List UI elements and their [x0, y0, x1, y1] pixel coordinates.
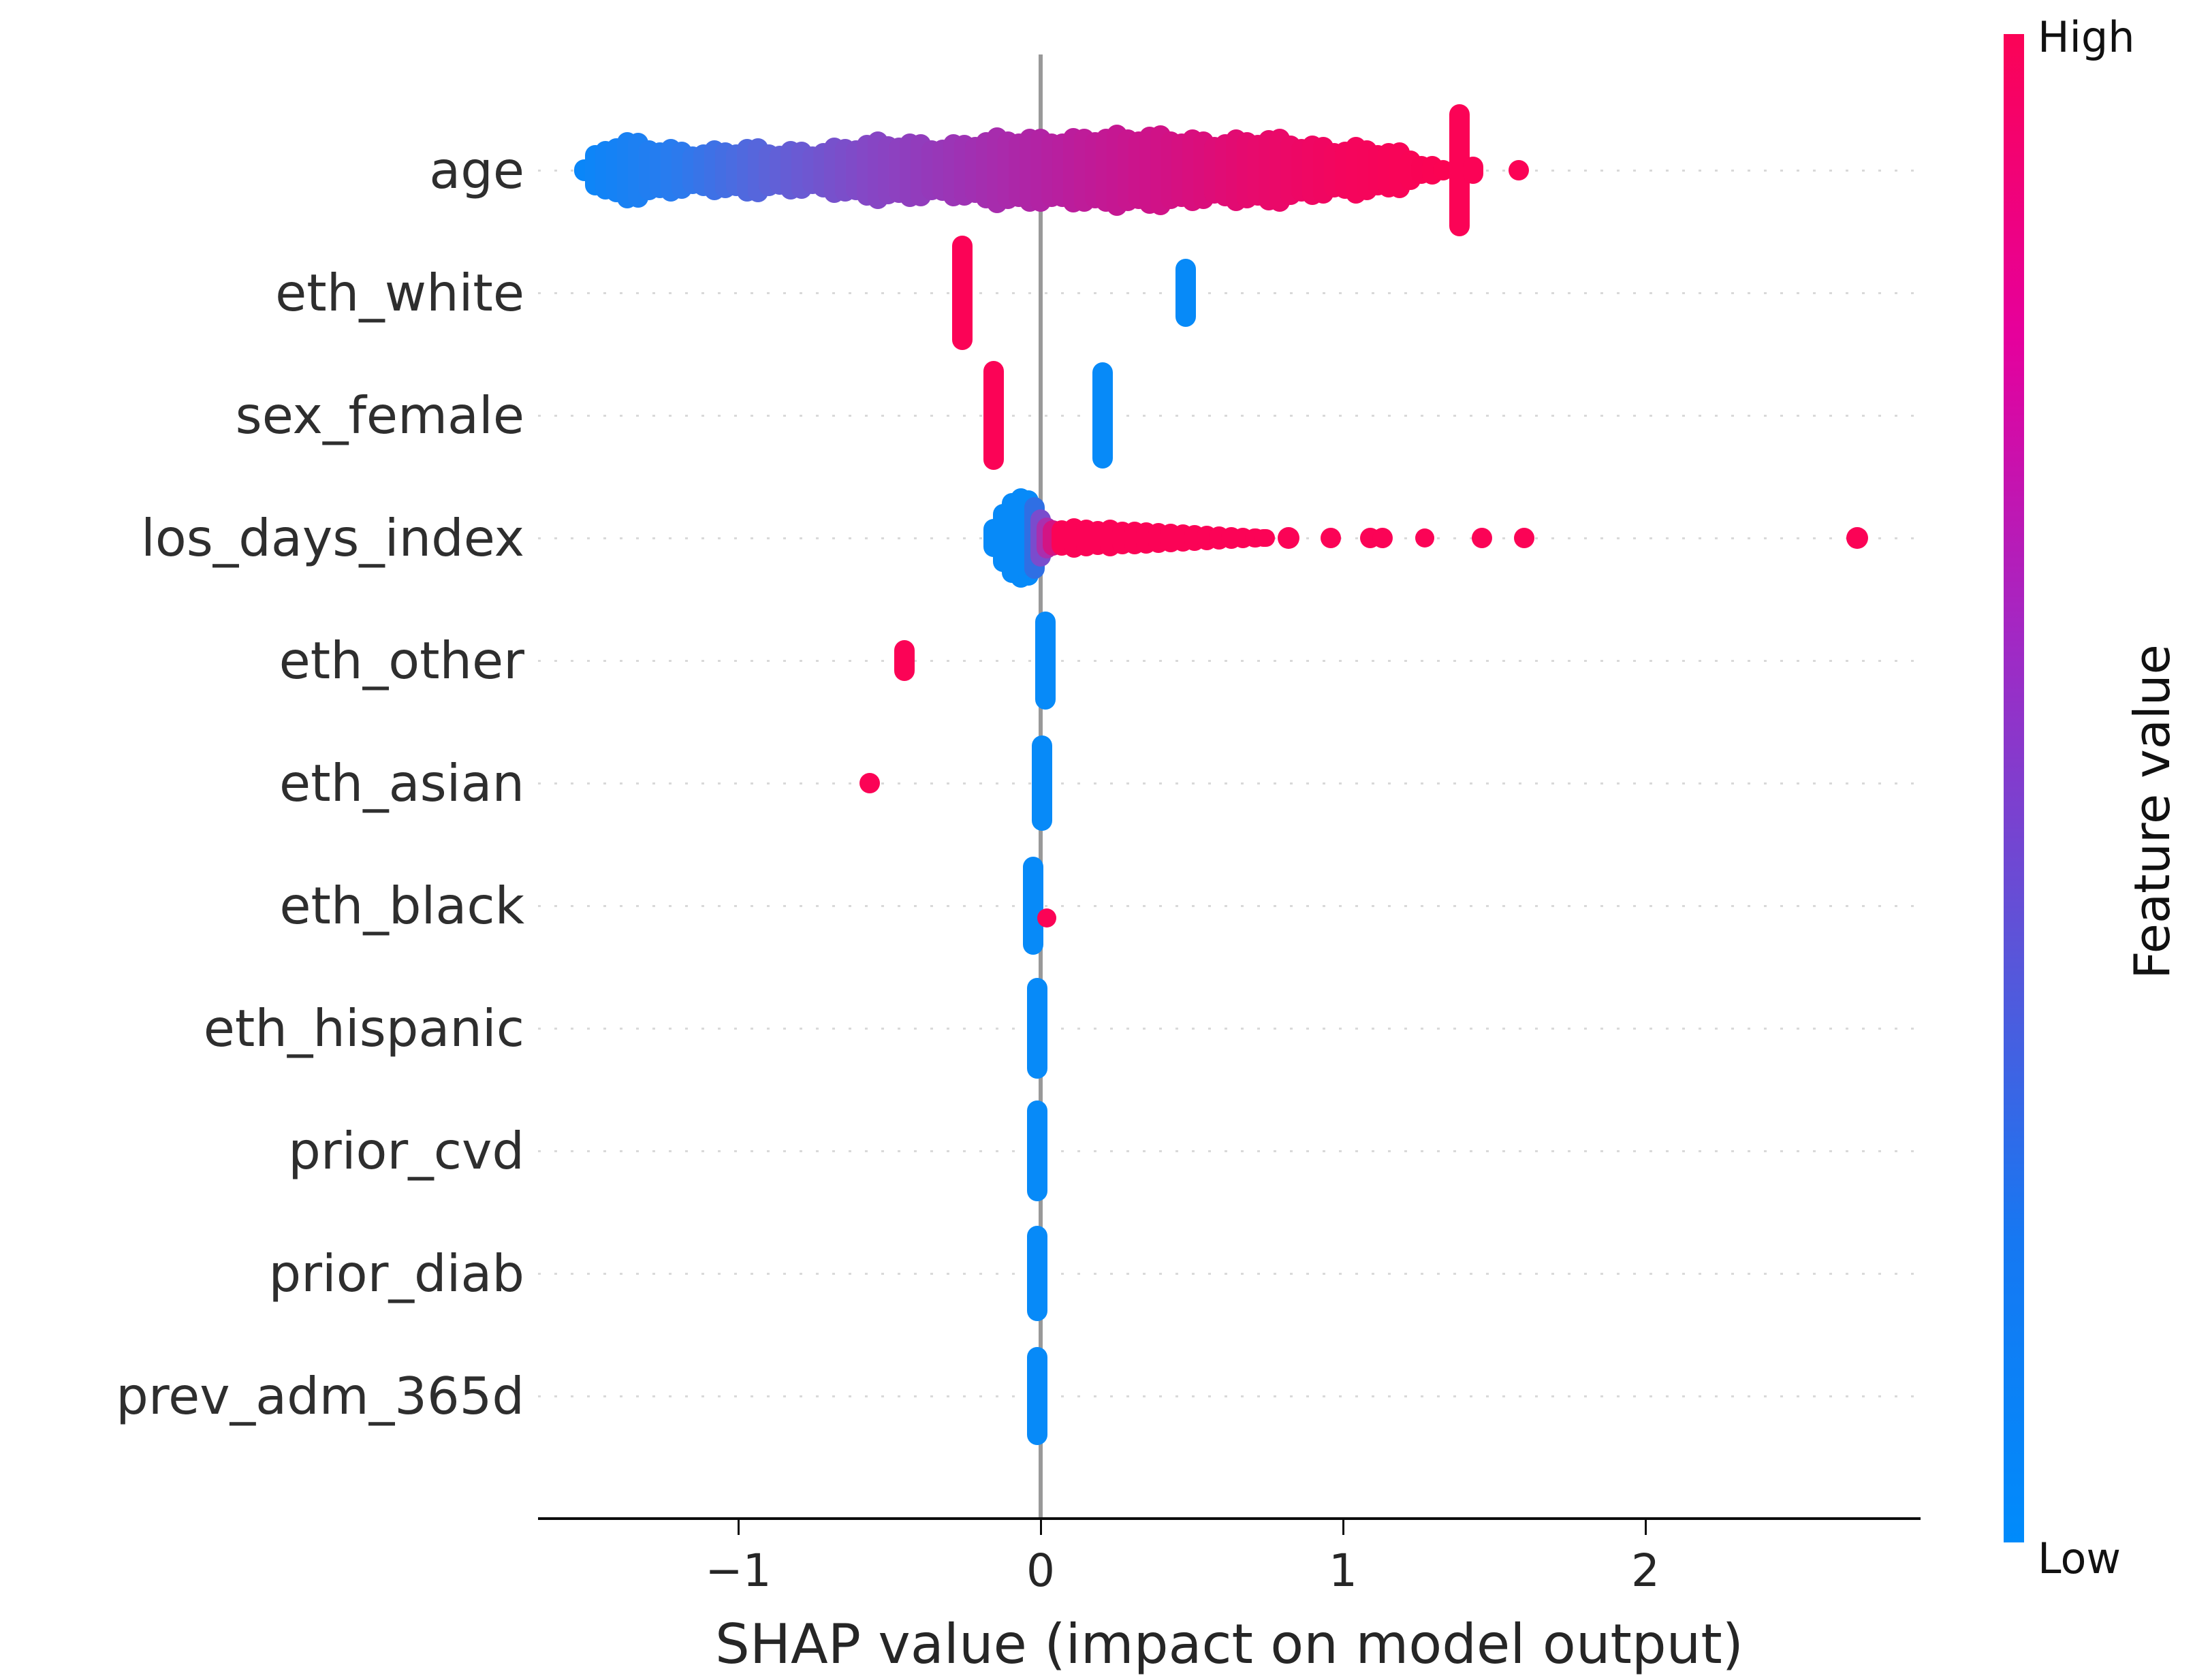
x-axis-label: SHAP value (impact on model output) [715, 1613, 1743, 1676]
feature-label: prev_adm_365d [116, 1366, 524, 1426]
shap-outlier-dot [1321, 528, 1342, 548]
feature-label: eth_white [275, 263, 524, 323]
feature-label: eth_asian [279, 753, 524, 813]
shap-cluster [1026, 978, 1047, 1079]
shap-cluster [1035, 612, 1056, 710]
shap-cluster [894, 640, 915, 681]
row-gridline [538, 415, 1921, 417]
feature-label: eth_other [279, 631, 524, 691]
feature-label: prior_diab [268, 1243, 524, 1303]
shap-cluster [1026, 1100, 1047, 1201]
shap-outlier-dot [1846, 527, 1868, 549]
shap-outlier-dot [1278, 527, 1300, 549]
feature-label: sex_female [235, 385, 524, 445]
shap-cluster [1092, 362, 1114, 469]
row-gridline [538, 782, 1921, 784]
feature-label: prior_cvd [288, 1121, 524, 1181]
shap-outlier-dot [1472, 528, 1493, 548]
shap-cluster [1462, 157, 1483, 184]
row-gridline [538, 1273, 1921, 1275]
row-gridline [538, 660, 1921, 662]
row-gridline [538, 292, 1921, 294]
feature-label: los_days_index [140, 508, 524, 568]
x-tick-label: 0 [1026, 1544, 1055, 1597]
shap-cluster [1254, 529, 1275, 547]
shap-cluster [983, 361, 1005, 470]
feature-label: age [429, 140, 524, 200]
x-tick-mark [1644, 1520, 1647, 1535]
row-gridline [538, 1150, 1921, 1152]
colorbar-axis-label: Feature value [2124, 644, 2181, 979]
shap-outlier-dot [1415, 528, 1434, 548]
x-tick-mark [737, 1520, 740, 1535]
shap-outlier-dot [1514, 528, 1535, 548]
x-axis-line [538, 1517, 1921, 1520]
row-gridline [538, 1395, 1921, 1397]
x-tick-label: −1 [705, 1544, 772, 1597]
shap-cluster [1026, 1347, 1047, 1445]
shap-outlier-dot [859, 773, 881, 793]
shap-cluster [1022, 857, 1043, 955]
shap-cluster [1026, 1226, 1047, 1321]
shap-cluster [1175, 259, 1197, 327]
shap-outlier-dot [1372, 528, 1393, 548]
row-gridline [538, 1028, 1921, 1030]
x-tick-mark [1342, 1520, 1344, 1535]
x-tick-label: 2 [1631, 1544, 1660, 1597]
shap-outlier-dot [1508, 160, 1529, 180]
feature-label: eth_hispanic [203, 998, 524, 1058]
x-tick-mark [1039, 1520, 1042, 1535]
colorbar-low-label: Low [2038, 1534, 2121, 1583]
colorbar-high-label: High [2038, 12, 2135, 62]
feature-label: eth_black [279, 876, 524, 936]
shap-cluster [951, 236, 973, 350]
x-tick-label: 1 [1329, 1544, 1357, 1597]
shap-outlier-dot [1037, 908, 1056, 928]
shap-cluster [1032, 735, 1053, 831]
row-gridline [538, 905, 1921, 907]
colorbar-gradient [2004, 34, 2024, 1542]
